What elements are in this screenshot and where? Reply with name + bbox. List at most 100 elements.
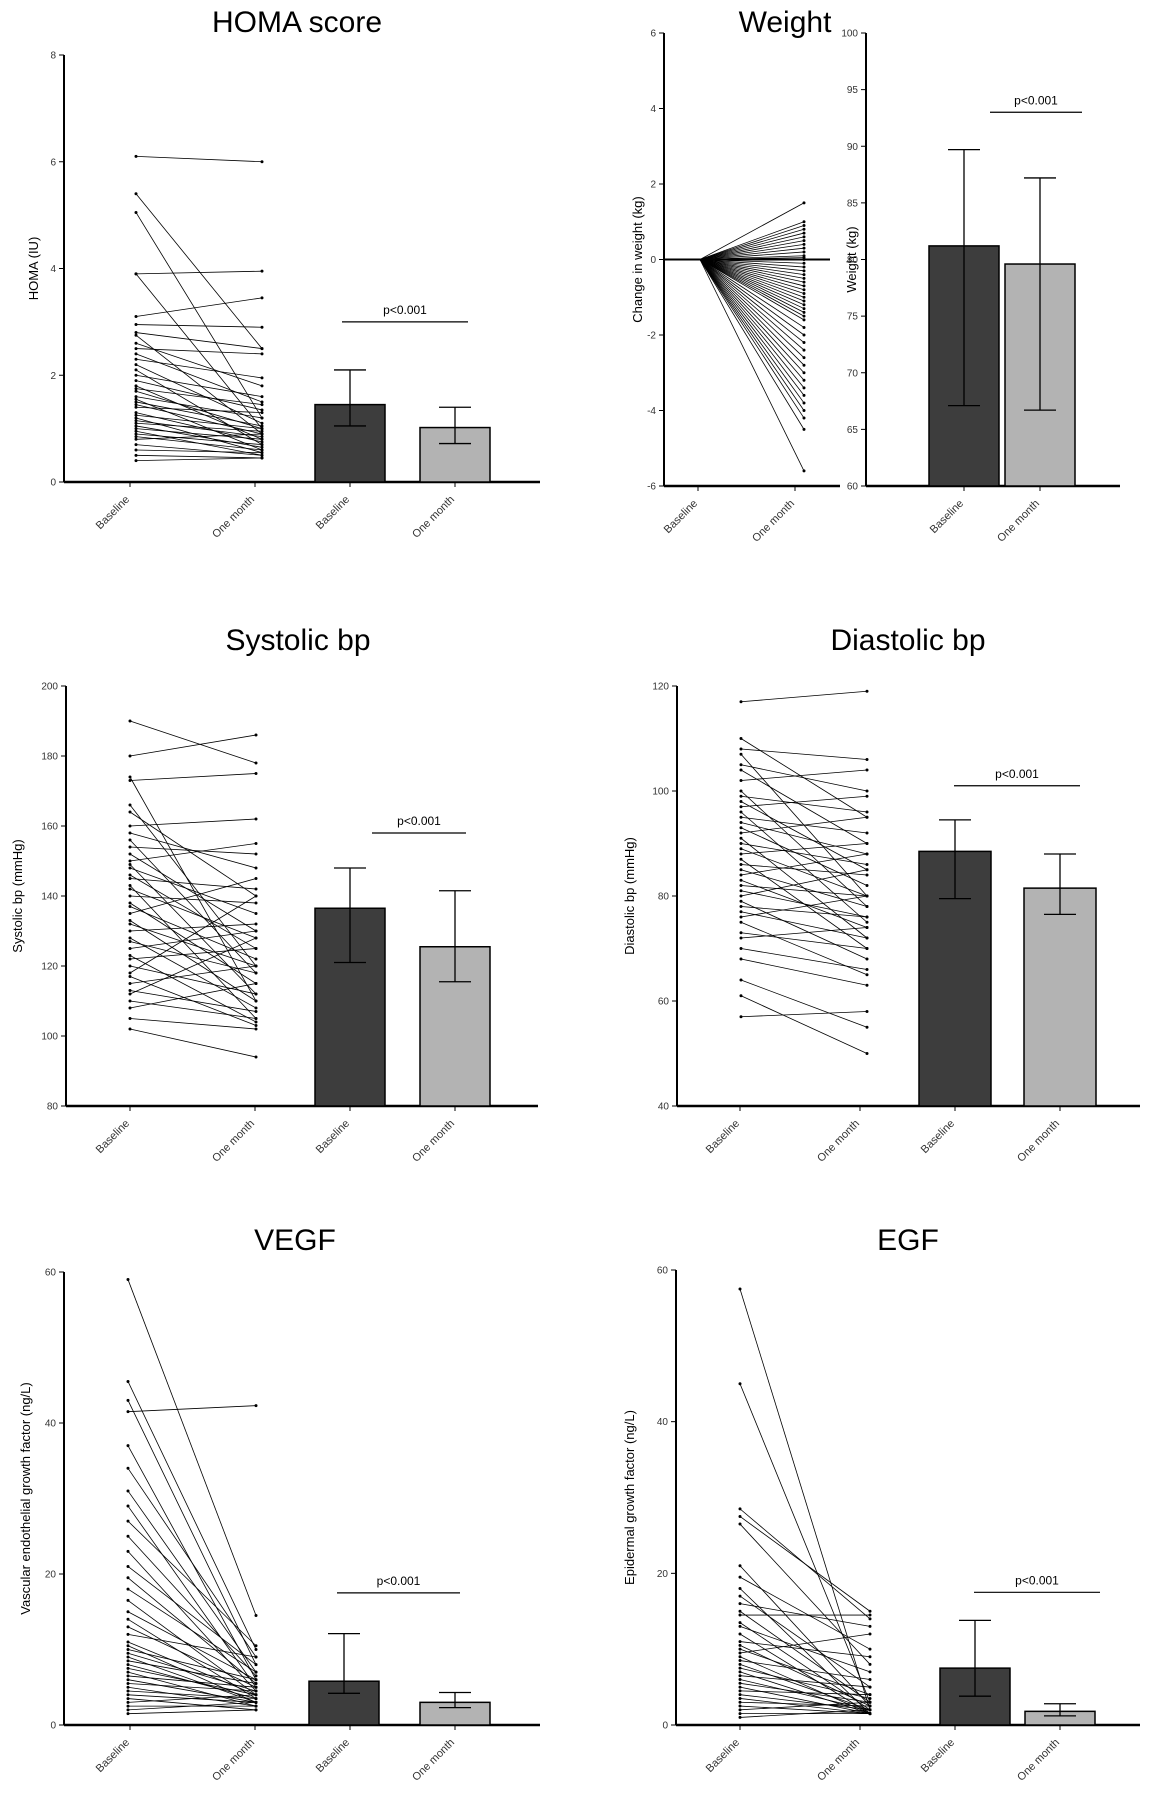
y-tick-label: 8 <box>50 51 56 62</box>
subject-line <box>129 965 257 995</box>
subject-line <box>740 948 868 970</box>
subject-line <box>740 795 868 813</box>
subject-point <box>254 1678 258 1682</box>
y-tick-label: 100 <box>841 29 858 40</box>
subject-point <box>739 831 743 835</box>
subject-point <box>134 368 138 372</box>
subject-point <box>802 288 806 292</box>
subject-line <box>739 1288 871 1710</box>
bars <box>918 819 1097 1107</box>
subject-line <box>699 232 805 260</box>
subject-point <box>128 971 132 975</box>
subject-point <box>134 333 138 337</box>
subject-point <box>254 1693 258 1697</box>
subject-line <box>739 1701 871 1711</box>
subject-point <box>802 307 806 311</box>
subject-point <box>126 1663 130 1667</box>
subject-point <box>260 453 264 457</box>
subject-point <box>802 280 806 284</box>
subject-line <box>699 236 805 260</box>
subject-point <box>128 954 132 957</box>
subject-point <box>128 845 132 849</box>
subject-point <box>128 1006 132 1010</box>
subject-line <box>135 457 263 462</box>
subject-line <box>699 259 805 298</box>
subject-point <box>254 877 258 880</box>
subject-point <box>802 469 806 473</box>
subject-point <box>126 1655 130 1659</box>
subject-point <box>802 409 806 412</box>
y-tick-label: 60 <box>847 482 859 493</box>
subject-point <box>254 1655 258 1659</box>
subject-point <box>260 451 264 455</box>
subject-point <box>865 905 869 908</box>
x-tick-label: Baseline <box>704 1118 742 1156</box>
subject-line <box>129 937 257 1009</box>
subject-line <box>129 983 257 1009</box>
y-tick-label: -4 <box>647 406 656 417</box>
subject-point <box>134 424 138 428</box>
subject-point <box>134 459 138 463</box>
subject-point <box>126 1489 130 1493</box>
subject-point <box>128 957 132 961</box>
subject-point <box>126 1640 130 1644</box>
subject-point <box>865 973 869 977</box>
x-tick-label: One month <box>815 1737 862 1784</box>
subject-point <box>254 1055 258 1059</box>
bar <box>1023 887 1097 1107</box>
paired-lines <box>128 719 258 1059</box>
subject-point <box>739 915 743 919</box>
subject-line <box>699 259 805 306</box>
subject-point <box>739 800 743 803</box>
subject-point <box>126 1648 130 1651</box>
subject-point <box>802 250 806 254</box>
y-tick-label: 4 <box>50 264 56 275</box>
subject-line <box>739 1667 871 1699</box>
subject-point <box>128 754 132 758</box>
subject-point <box>254 772 258 775</box>
subject-point <box>128 887 132 891</box>
subject-point <box>134 411 138 415</box>
subject-line <box>135 364 263 424</box>
subject-point <box>739 810 743 814</box>
subject-point <box>865 947 869 950</box>
subject-point <box>134 435 138 439</box>
y-tick-label: 160 <box>41 822 58 833</box>
subject-point <box>865 1010 869 1013</box>
subject-line <box>739 1701 871 1707</box>
subject-line <box>699 259 805 396</box>
subject-point <box>128 992 132 996</box>
y-tick-label: 6 <box>650 29 656 40</box>
subject-line <box>739 1645 871 1707</box>
subject-line <box>135 422 263 432</box>
x-tick-label: One month <box>210 1118 257 1165</box>
subject-line <box>127 1520 257 1647</box>
subject-point <box>254 901 258 905</box>
subject-point <box>739 884 743 887</box>
subject-line <box>135 433 263 440</box>
subject-line <box>129 1018 257 1030</box>
subject-point <box>739 747 743 751</box>
subject-point <box>802 291 806 295</box>
subject-line <box>740 1011 868 1018</box>
subject-point <box>865 863 869 866</box>
subject-line <box>739 1648 871 1696</box>
subject-point <box>260 440 264 444</box>
subject-line <box>739 1576 871 1650</box>
subject-point <box>738 1632 742 1636</box>
subject-point <box>128 912 132 915</box>
subject-line <box>127 1641 257 1696</box>
subject-line <box>135 353 263 403</box>
y-tick-label: 2 <box>650 180 656 191</box>
y-tick-label: 100 <box>41 1032 58 1043</box>
subject-line <box>740 769 868 781</box>
subject-point <box>260 408 264 412</box>
subject-point <box>134 384 138 388</box>
subject-point <box>865 758 869 761</box>
subject-line <box>127 1634 257 1658</box>
subject-point <box>738 1624 742 1628</box>
subject-point <box>134 416 138 420</box>
subject-point <box>126 1576 130 1580</box>
subject-point <box>134 395 138 399</box>
